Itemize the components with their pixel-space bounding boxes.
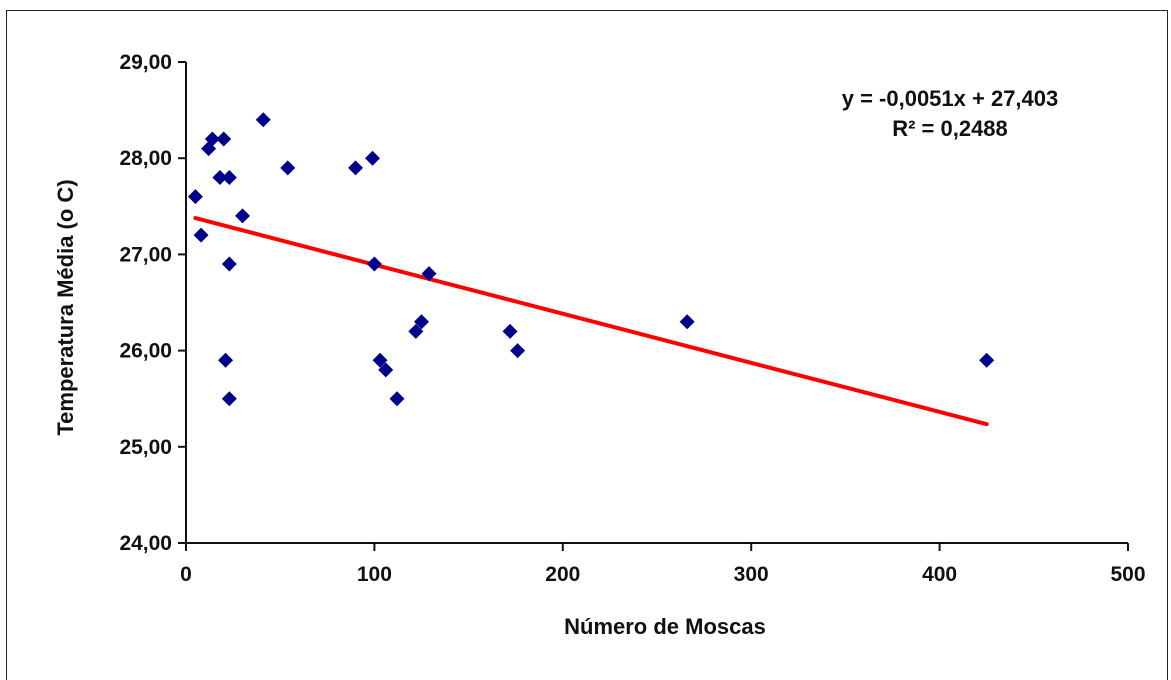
data-point: [280, 160, 296, 176]
data-point: [378, 362, 394, 378]
data-point: [421, 266, 437, 282]
x-tick-label: 500: [1110, 563, 1145, 586]
x-axis-title: Número de Moscas: [564, 614, 766, 639]
data-point: [408, 323, 424, 339]
data-point: [212, 169, 228, 185]
data-point: [365, 150, 381, 166]
data-point: [502, 323, 518, 339]
y-tick-label: 27,00: [119, 243, 172, 266]
data-point: [216, 131, 232, 147]
data-point: [372, 352, 388, 368]
data-point: [679, 314, 695, 330]
x-tick-label: 200: [545, 563, 580, 586]
x-tick-label: 400: [922, 563, 957, 586]
data-point: [235, 208, 251, 224]
data-point: [221, 256, 237, 272]
data-point: [389, 391, 405, 407]
data-point: [193, 227, 209, 243]
data-point: [510, 343, 526, 359]
r-squared-label: R² = 0,2488: [892, 116, 1008, 141]
data-point: [979, 352, 995, 368]
y-tick-label: 25,00: [119, 436, 172, 459]
data-points: [187, 112, 995, 407]
data-point: [366, 256, 382, 272]
x-tick-label: 300: [734, 563, 769, 586]
data-point: [187, 189, 203, 205]
y-tick-label: 29,00: [119, 51, 172, 74]
trendline-equation: y = -0,0051x + 27,403: [842, 86, 1059, 111]
trendline-group: [193, 216, 989, 427]
data-point: [221, 169, 237, 185]
y-tick-label: 26,00: [119, 340, 172, 363]
y-tick-label: 24,00: [119, 532, 172, 555]
axes: 24,00 25,00 26,00 27,00 28,00 29,00 0 100 200 300…: [119, 51, 1145, 586]
y-axis-title: Temperatura Média (o C): [53, 179, 78, 435]
data-point: [255, 112, 271, 128]
data-point: [414, 314, 429, 330]
x-tick-label: 0: [180, 563, 192, 586]
data-point: [204, 131, 220, 147]
data-point: [218, 352, 234, 368]
data-point: [221, 391, 237, 407]
axis-labels: Número de Moscas Temperatura Média (o C)…: [53, 86, 1058, 639]
y-tick-label: 28,00: [119, 147, 172, 170]
chart-frame: [6, 10, 1168, 680]
trendline: [193, 216, 989, 427]
x-tick-label: 100: [357, 563, 392, 586]
data-point: [348, 160, 364, 176]
